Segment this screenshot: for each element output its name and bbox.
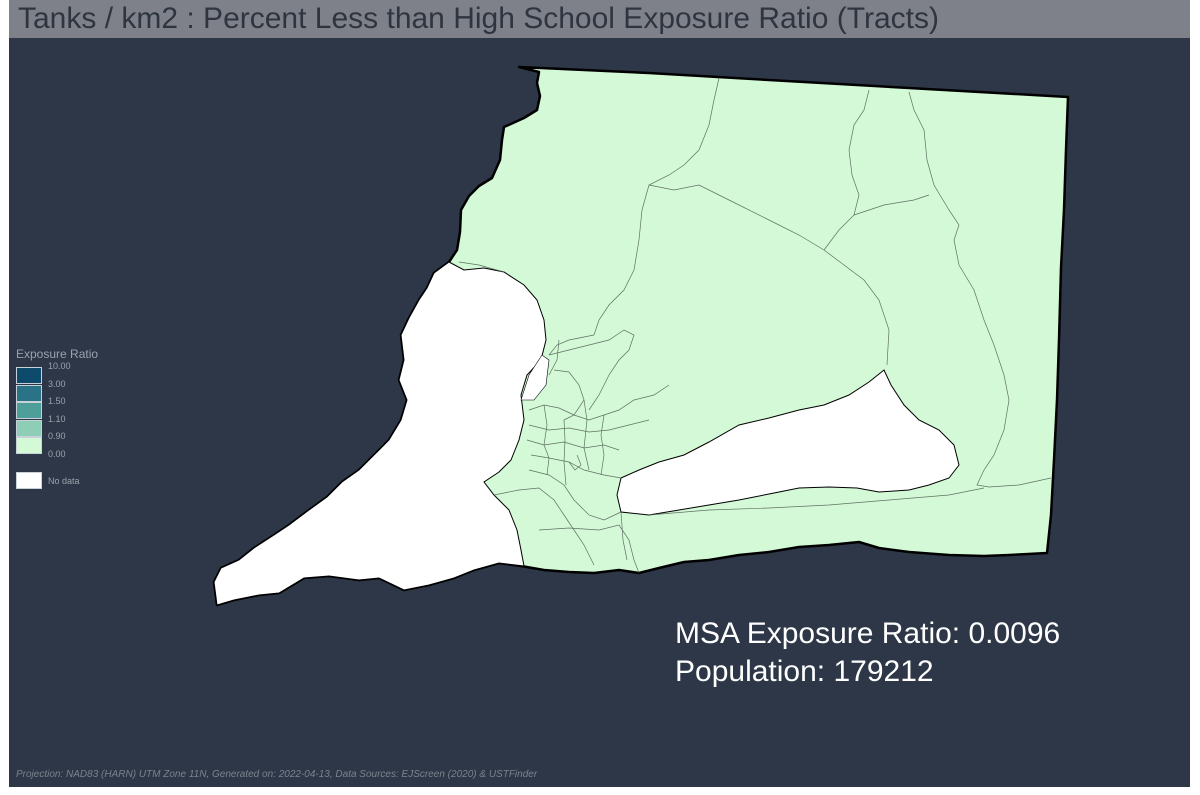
legend-title: Exposure Ratio xyxy=(16,347,99,361)
legend-swatch xyxy=(16,402,42,419)
legend-label: 1.50 xyxy=(48,396,66,406)
legend-label: 0.90 xyxy=(48,431,66,441)
legend-nodata-item: No data xyxy=(16,472,126,489)
legend-label: 1.10 xyxy=(48,413,66,424)
legend-item: 0.90 xyxy=(16,431,126,455)
nodata-region-east xyxy=(616,369,960,516)
title-bar: Tanks / km2 : Percent Less than High Sch… xyxy=(9,0,1190,38)
map-canvas xyxy=(212,65,1070,607)
tract-boundaries xyxy=(458,77,1052,574)
legend-item: 1.50 xyxy=(16,396,126,420)
legend-swatch xyxy=(16,384,42,402)
legend-label: 3.00 xyxy=(48,378,66,389)
summary-stats: MSA Exposure Ratio: 0.0096 Population: 1… xyxy=(675,615,1060,691)
population-text: Population: 179212 xyxy=(675,655,934,688)
map-title: Tanks / km2 : Percent Less than High Sch… xyxy=(18,2,939,35)
legend-label: 10.00 xyxy=(48,361,71,371)
footer-credits: Projection: NAD83 (HARN) UTM Zone 11N, G… xyxy=(16,769,538,780)
nodata-region-west xyxy=(213,261,547,606)
legend-swatch xyxy=(16,419,42,437)
nodata-region-small xyxy=(520,354,550,401)
legend-item: 0.00 xyxy=(16,449,126,473)
exposure-ratio-text: MSA Exposure Ratio: 0.0096 xyxy=(675,617,1061,650)
legend-swatch xyxy=(16,367,42,384)
legend-item: 3.00 xyxy=(16,379,126,403)
legend-swatch xyxy=(16,437,42,454)
legend-item: 1.10 xyxy=(16,414,126,438)
legend: Exposure Ratio 10.00 3.00 1.50 1.10 0.90… xyxy=(16,347,126,489)
map-frame: Tanks / km2 : Percent Less than High Sch… xyxy=(9,0,1190,787)
legend-label-nodata: No data xyxy=(48,476,80,486)
legend-swatch-nodata xyxy=(16,472,42,489)
legend-item: 10.00 xyxy=(16,361,126,385)
legend-label: 0.00 xyxy=(48,448,66,459)
